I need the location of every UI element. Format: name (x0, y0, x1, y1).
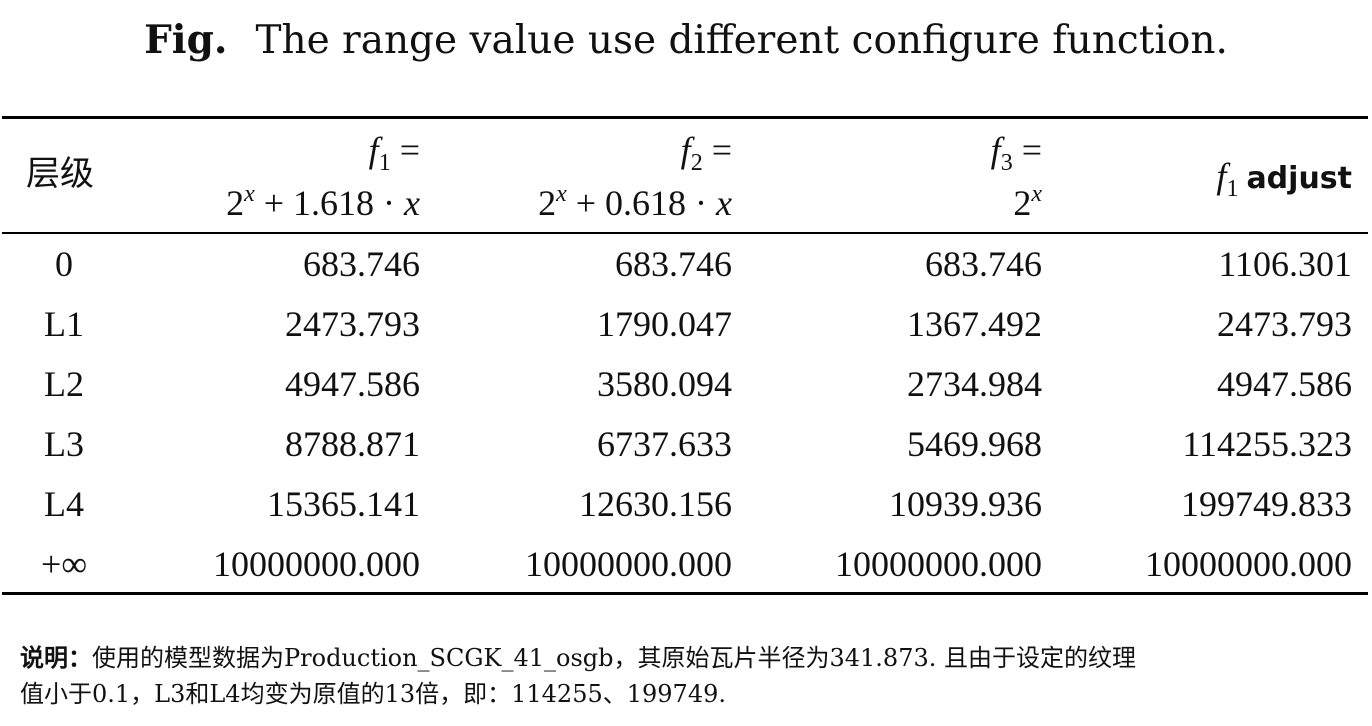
header-col1-var: f (368, 130, 379, 170)
row-f2-value: 6737.633 (597, 424, 732, 464)
figure-caption: Fig. The range value use different config… (0, 14, 1372, 67)
header-col2-formula: 2x + 0.618 · x (452, 174, 732, 223)
row-f3-value: 5469.968 (907, 424, 1042, 464)
row-f1-value: 2473.793 (285, 304, 420, 344)
header-col2-rest: + 0.618 · (566, 183, 717, 223)
row-f1-adjust-value: 114255.323 (1182, 424, 1352, 464)
row-f1-adjust-value: 4947.586 (1217, 364, 1352, 404)
table-top-rule (2, 116, 1368, 119)
row-f2-value: 1790.047 (597, 304, 732, 344)
header-col3-equals: = (1012, 130, 1042, 170)
row-level: +∞ (41, 544, 87, 584)
table-bottom-rule (2, 592, 1368, 595)
row-f2-value: 3580.094 (597, 364, 732, 404)
header-col1-name: f1 = (140, 130, 420, 183)
row-f2-value: 12630.156 (579, 484, 732, 524)
header-col3-name: f3 = (762, 130, 1042, 183)
row-level: L1 (44, 304, 84, 344)
row-level: L4 (44, 484, 84, 524)
table-note: 说明：使用的模型数据为Production_SCGK_41_osgb，其原始瓦片… (20, 640, 1360, 712)
row-f1-value: 4947.586 (285, 364, 420, 404)
row-f3-value: 10000000.000 (835, 544, 1042, 584)
row-f1-value: 8788.871 (285, 424, 420, 464)
header-col2-sub: 2 (690, 150, 703, 176)
header-col1-equals: = (390, 130, 420, 170)
header-col3-sub: 3 (1000, 150, 1013, 176)
header-col2-name: f2 = (452, 130, 732, 183)
row-level: 0 (55, 244, 73, 284)
row-f1-adjust-value: 2473.793 (1217, 304, 1352, 344)
note-label: 说明： (20, 644, 92, 672)
header-col4-var: f (1216, 156, 1227, 196)
header-col1-sub: 1 (378, 150, 391, 176)
table-header-rule (2, 232, 1368, 234)
header-col1-exp: x (244, 181, 255, 207)
header-col3-exp: x (1031, 181, 1042, 207)
row-level: L2 (44, 364, 84, 404)
header-col4-name: f1 adjust (1072, 156, 1352, 209)
header-col1-base: 2 (226, 183, 245, 223)
header-col4-sub: 1 (1226, 176, 1239, 202)
row-f2-value: 10000000.000 (525, 544, 732, 584)
header-col4-suffix: adjust (1246, 161, 1352, 196)
row-f1-value: 10000000.000 (213, 544, 420, 584)
header-col2-exp: x (556, 181, 567, 207)
row-f3-value: 1367.492 (907, 304, 1042, 344)
header-col1-formula: 2x + 1.618 · x (140, 174, 420, 223)
header-col2-equals: = (702, 130, 732, 170)
header-col2-var: f (680, 130, 691, 170)
row-f1-adjust-value: 199749.833 (1181, 484, 1352, 524)
header-col3-formula: 2x (762, 174, 1042, 223)
header-col1-x: x (404, 183, 420, 223)
header-col2-base: 2 (538, 183, 557, 223)
header-col3-var: f (990, 130, 1001, 170)
row-level: L3 (44, 424, 84, 464)
row-f1-adjust-value: 1106.301 (1218, 244, 1352, 284)
note-line-1: 说明：使用的模型数据为Production_SCGK_41_osgb，其原始瓦片… (20, 640, 1360, 676)
row-f1-value: 683.746 (303, 244, 420, 284)
note-text-1: 使用的模型数据为Production_SCGK_41_osgb，其原始瓦片半径为… (92, 644, 1136, 672)
caption-text: The range value use different configure … (255, 18, 1228, 63)
header-col2-x: x (716, 183, 732, 223)
header-col1-rest: + 1.618 · (254, 183, 405, 223)
row-f3-value: 683.746 (925, 244, 1042, 284)
note-line-2: 值小于0.1，L3和L4均变为原值的13倍，即：114255、199749. (20, 680, 726, 708)
row-f2-value: 683.746 (615, 244, 732, 284)
row-f3-value: 2734.984 (907, 364, 1042, 404)
row-f3-value: 10939.936 (889, 484, 1042, 524)
header-col3-base: 2 (1013, 183, 1032, 223)
caption-label: Fig. (144, 17, 228, 63)
row-f1-adjust-value: 10000000.000 (1145, 544, 1352, 584)
header-level: 层级 (26, 154, 94, 194)
row-f1-value: 15365.141 (267, 484, 420, 524)
